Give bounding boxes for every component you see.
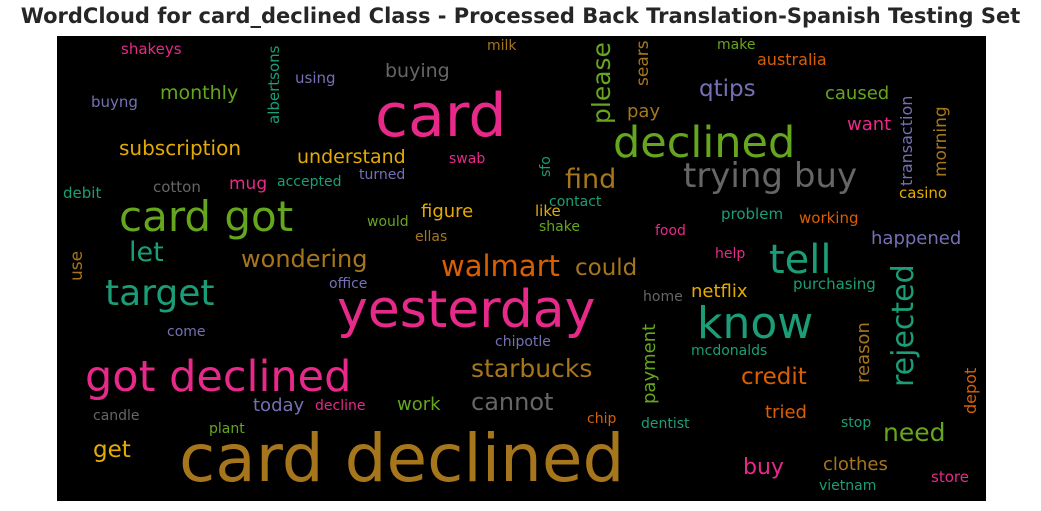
word-chipotle: chipotle	[495, 334, 551, 350]
word-shake: shake	[539, 219, 580, 235]
word-clothes: clothes	[823, 454, 888, 475]
word-find: find	[565, 164, 617, 195]
word-help: help	[715, 246, 746, 262]
word-mcdonalds: mcdonalds	[691, 343, 768, 359]
word-shakeys: shakeys	[121, 40, 182, 58]
word-using: using	[295, 69, 336, 87]
word-transaction: transaction	[897, 95, 916, 186]
word-reason: reason	[853, 322, 874, 383]
word-work: work	[397, 394, 441, 415]
word-buying: buying	[385, 60, 450, 82]
word-trying-buy: trying buy	[683, 156, 858, 196]
word-come: come	[167, 324, 206, 340]
word-stop: stop	[841, 415, 872, 431]
word-rejected: rejected	[886, 264, 921, 387]
word-subscription: subscription	[119, 136, 241, 160]
word-working: working	[799, 209, 859, 227]
wordcloud-canvas: card declined yesterday card got declined ca…	[57, 36, 986, 501]
word-payment: payment	[639, 323, 660, 404]
word-sears: sears	[633, 40, 653, 86]
word-ellas: ellas	[415, 229, 448, 245]
word-australia: australia	[757, 50, 827, 69]
word-card: card	[375, 81, 507, 151]
word-problem: problem	[721, 205, 784, 223]
word-dentist: dentist	[641, 416, 690, 432]
word-know: know	[697, 298, 814, 349]
word-buy: buy	[743, 455, 784, 480]
word-cotton: cotton	[153, 178, 201, 196]
word-need: need	[883, 418, 946, 447]
word-tried: tried	[765, 402, 807, 423]
word-make: make	[717, 37, 756, 53]
word-netflix: netflix	[691, 281, 748, 302]
word-understand: understand	[297, 146, 406, 168]
word-food: food	[655, 223, 686, 239]
word-plant: plant	[209, 421, 245, 437]
word-card-declined: card declined	[179, 420, 625, 497]
word-would: would	[367, 214, 409, 230]
word-want: want	[847, 114, 892, 135]
word-candle: candle	[93, 408, 140, 424]
word-could: could	[575, 255, 638, 281]
word-walmart: walmart	[441, 249, 560, 283]
word-figure: figure	[421, 201, 474, 222]
word-morning: morning	[931, 106, 951, 177]
word-today: today	[253, 395, 305, 416]
word-get: get	[93, 437, 131, 463]
word-sfo: sfo	[538, 156, 554, 177]
word-accepted: accepted	[277, 174, 342, 190]
word-card-got: card got	[119, 192, 294, 241]
word-depot: depot	[961, 367, 980, 414]
word-decline: decline	[315, 398, 366, 414]
word-cannot: cannot	[471, 388, 554, 416]
word-turned: turned	[359, 167, 406, 183]
word-debit: debit	[63, 184, 102, 202]
word-vietnam: vietnam	[819, 478, 877, 494]
word-credit: credit	[741, 364, 807, 390]
word-buyng: buyng	[91, 93, 138, 111]
word-monthly: monthly	[160, 82, 239, 104]
word-starbucks: starbucks	[471, 354, 593, 383]
word-let: let	[129, 237, 164, 268]
word-tell: tell	[769, 237, 832, 283]
word-happened: happened	[871, 228, 962, 249]
word-declined: declined	[613, 118, 796, 168]
word-swab: swab	[449, 151, 486, 167]
word-yesterday: yesterday	[337, 280, 596, 340]
word-caused: caused	[825, 83, 890, 104]
word-chip: chip	[587, 411, 617, 427]
word-office: office	[329, 276, 368, 292]
word-mug: mug	[229, 174, 268, 194]
chart-title: WordCloud for card_declined Class - Proc…	[20, 4, 1021, 28]
word-pay: pay	[627, 101, 661, 122]
word-purchasing: purchasing	[793, 275, 876, 293]
word-please: please	[587, 42, 616, 124]
word-like: like	[535, 202, 561, 220]
word-use: use	[67, 250, 87, 281]
word-wondering: wondering	[241, 245, 368, 273]
word-home: home	[643, 289, 683, 305]
word-casino: casino	[899, 184, 948, 202]
word-milk: milk	[487, 38, 517, 54]
word-target: target	[105, 273, 215, 314]
word-albertsons: albertsons	[265, 45, 283, 124]
word-contact: contact	[549, 194, 602, 210]
word-got-declined: got declined	[85, 352, 352, 402]
word-qtips: qtips	[699, 76, 756, 102]
word-store: store	[931, 468, 969, 486]
